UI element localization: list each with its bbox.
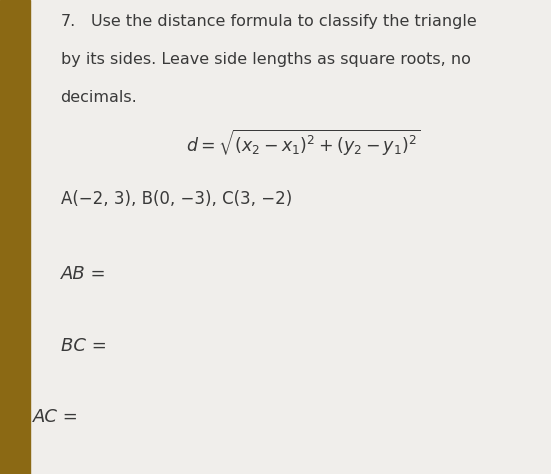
- Text: AC =: AC =: [33, 408, 79, 426]
- Bar: [0, 0, 30, 474]
- Text: 7.: 7.: [61, 14, 76, 29]
- Text: A(−2, 3), B(0, −3), C(3, −2): A(−2, 3), B(0, −3), C(3, −2): [61, 190, 292, 208]
- Text: BC =: BC =: [61, 337, 106, 355]
- Text: by its sides. Leave side lengths as square roots, no: by its sides. Leave side lengths as squa…: [61, 52, 471, 67]
- Text: decimals.: decimals.: [61, 90, 137, 105]
- Text: AB =: AB =: [61, 265, 106, 283]
- Text: $d = \sqrt{(x_2 - x_1)^2 + (y_2 - y_1)^2}$: $d = \sqrt{(x_2 - x_1)^2 + (y_2 - y_1)^2…: [186, 128, 420, 158]
- Text: Use the distance formula to classify the triangle: Use the distance formula to classify the…: [91, 14, 477, 29]
